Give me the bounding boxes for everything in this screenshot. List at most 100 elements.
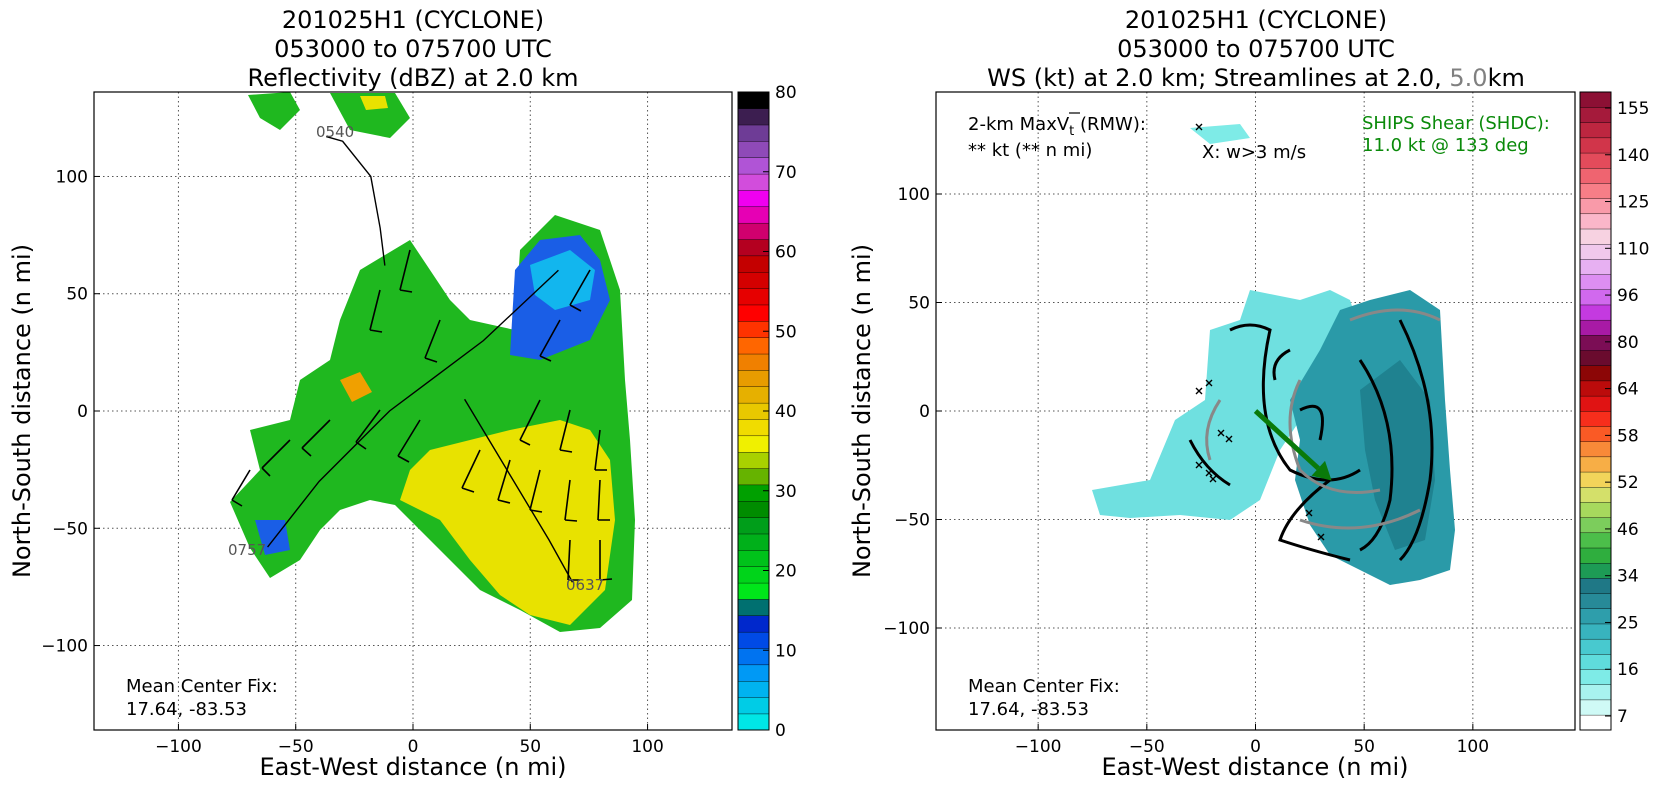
y-tick-label: −50: [52, 519, 88, 539]
right-plot-area: 2-km MaxVt (RMW): ** kt (** n mi) X: w>3…: [883, 91, 1576, 757]
y-tick-label: −100: [883, 619, 930, 639]
colorbar-tick-label: 7: [1617, 707, 1628, 727]
barb-15: [231, 469, 251, 507]
right-center-fix-value: 17.64, -83.53: [968, 699, 1089, 720]
echo-orange-core: [340, 372, 372, 402]
streamline-black-3: [1358, 359, 1394, 552]
streamlines: [1188, 308, 1441, 562]
colorbar-tick-label: 34: [1617, 567, 1639, 587]
colorbar-segment: [737, 598, 770, 616]
colorbar-segment: [737, 271, 770, 289]
colorbar-segment: [1579, 334, 1612, 351]
windspeed-colorbar-ticks: 7 16 25 34 46 52 58 64 80 96 110 125 140 155: [1605, 99, 1649, 727]
echo-north-patch: [248, 92, 300, 130]
colorbar-tick-label: 60: [775, 243, 797, 263]
ws-teal-core: [1360, 360, 1435, 550]
colorbar-tick-label: 155: [1617, 99, 1649, 119]
shear-arrow-head: [1311, 460, 1332, 481]
reflectivity-field: [230, 92, 635, 632]
colorbar-segment: [1579, 577, 1612, 594]
colorbar-tick-label: 96: [1617, 286, 1639, 306]
track-label-0637: 0637: [566, 576, 604, 594]
shear-arrow: [1253, 409, 1320, 471]
colorbar-segment: [737, 631, 770, 649]
colorbar-segment: [737, 549, 770, 567]
colorbar-segment: [737, 140, 770, 158]
y-tick-label: −50: [894, 511, 930, 531]
colorbar-segment: [737, 566, 770, 584]
left-x-axis-label: East-West distance (n mi): [259, 753, 566, 781]
left-center-fix-label: Mean Center Fix:: [126, 676, 278, 697]
w-marker-5: [1225, 435, 1233, 443]
colorbar-segment: [737, 239, 770, 257]
colorbar-tick-label: 10: [775, 641, 797, 661]
shear-label-line2: 11.0 kt @ 133 deg: [1362, 135, 1529, 156]
colorbar-segment: [1579, 122, 1612, 139]
colorbar-segment: [1579, 198, 1612, 215]
colorbar-segment: [1579, 714, 1612, 731]
y-tick-label: 50: [908, 293, 930, 313]
left-center-fix-value: 17.64, -83.53: [126, 699, 247, 720]
x-tick-label: −100: [1015, 737, 1062, 757]
colorbar-segment: [1579, 410, 1612, 427]
colorbar-segment: [737, 304, 770, 322]
colorbar-segment: [737, 288, 770, 306]
colorbar-segment: [1579, 213, 1612, 230]
colorbar-segment: [1579, 425, 1612, 442]
colorbar-segment: [1579, 167, 1612, 184]
right-y-axis-label: North-South distance (n mi): [848, 244, 876, 578]
colorbar-segment: [737, 108, 770, 126]
reflectivity-colorbar: [737, 91, 770, 731]
maxvt-label-subscript: t: [1069, 124, 1074, 139]
right-title-line-1: 201025H1 (CYCLONE): [1125, 6, 1387, 34]
ws-light-region: [1092, 290, 1360, 520]
maxvt-label-line2: ** kt (** n mi): [968, 140, 1092, 161]
colorbar-segment: [1579, 532, 1612, 549]
streamline-black-7: [1299, 404, 1324, 441]
y-tick-label: 100: [56, 167, 88, 187]
colorbar-tick-label: 80: [1617, 333, 1639, 353]
colorbar-segment: [1579, 501, 1612, 518]
colorbar-segment: [737, 206, 770, 224]
streamline-black-6: [1272, 348, 1291, 381]
left-title-line-2: 053000 to 075700 UTC: [274, 35, 552, 63]
colorbar-segment: [1579, 258, 1612, 275]
colorbar-tick-label: 80: [775, 83, 797, 103]
colorbar-segment: [737, 500, 770, 518]
x-tick-label: 0: [1250, 737, 1261, 757]
colorbar-segment: [1579, 137, 1612, 154]
colorbar-segment: [1579, 669, 1612, 685]
colorbar-segment: [737, 369, 770, 387]
colorbar-tick-label: 25: [1617, 613, 1639, 633]
streamline-gray-1: [1205, 399, 1222, 461]
colorbar-segment: [737, 468, 770, 486]
colorbar-segment: [737, 664, 770, 682]
track-label-0757: 0757: [228, 541, 266, 559]
x-tick-label: 100: [631, 737, 663, 757]
barb-14: [261, 439, 291, 477]
right-axis-ticks: −100 −50 0 50 100 −100 −50 0 50 100: [883, 185, 1489, 757]
barb-9: [599, 540, 613, 581]
right-title-suffix: km: [1488, 64, 1525, 92]
windspeed-field: [1092, 124, 1455, 585]
colorbar-segment: [737, 533, 770, 551]
streamline-gray-3: [1349, 308, 1441, 322]
colorbar-segment: [1579, 608, 1612, 625]
w-marker-1: [1195, 123, 1203, 131]
left-plot-area: 0540 0637 0757 Mean Center Fix: 17.64, -…: [41, 91, 733, 757]
w-marker-7: [1209, 475, 1217, 483]
colorbar-segment: [737, 484, 770, 502]
colorbar-segment: [1579, 304, 1612, 321]
colorbar-segment: [737, 222, 770, 240]
x-tick-label: 100: [1457, 737, 1489, 757]
x-tick-label: −100: [155, 737, 202, 757]
colorbar-segment: [1579, 623, 1612, 640]
colorbar-segment: [737, 124, 770, 142]
y-tick-label: −100: [41, 637, 88, 657]
colorbar-tick-label: 52: [1617, 473, 1639, 493]
right-title-line-3: WS (kt) at 2.0 km; Streamlines at 2.0, 5…: [987, 64, 1525, 92]
echo-north-core: [360, 96, 388, 110]
barb-20: [569, 269, 591, 312]
barb-2: [559, 409, 573, 453]
left-title-line-3: Reflectivity (dBZ) at 2.0 km: [248, 64, 579, 92]
